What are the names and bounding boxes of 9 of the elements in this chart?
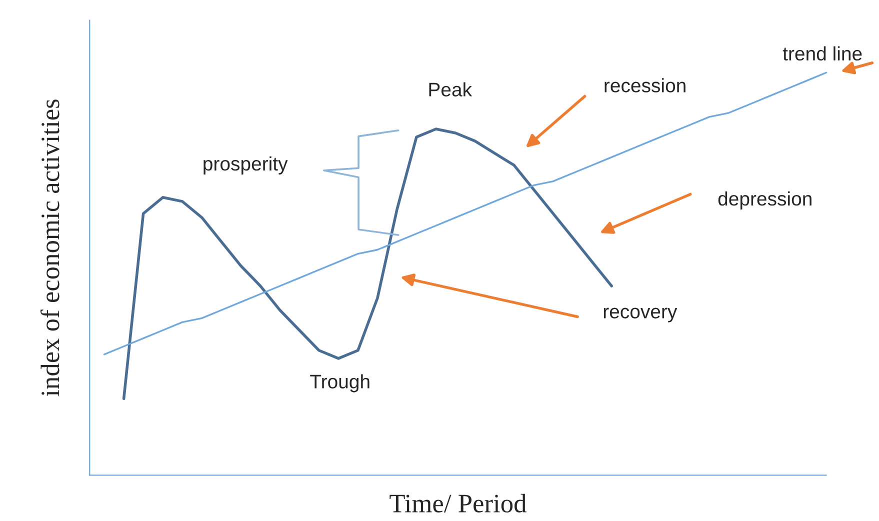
x-axis-title: Time/ Period [390,494,526,512]
annotation: depression [718,191,812,210]
text: trend line [782,46,862,61]
annotation: Peak [429,82,472,96]
annotation: prosperity [204,156,288,174]
annotation: recovery [604,308,678,322]
annotation: Trough [310,374,370,392]
y-axis-title: index of economic activities [40,100,60,396]
annotation: recession [604,78,686,92]
